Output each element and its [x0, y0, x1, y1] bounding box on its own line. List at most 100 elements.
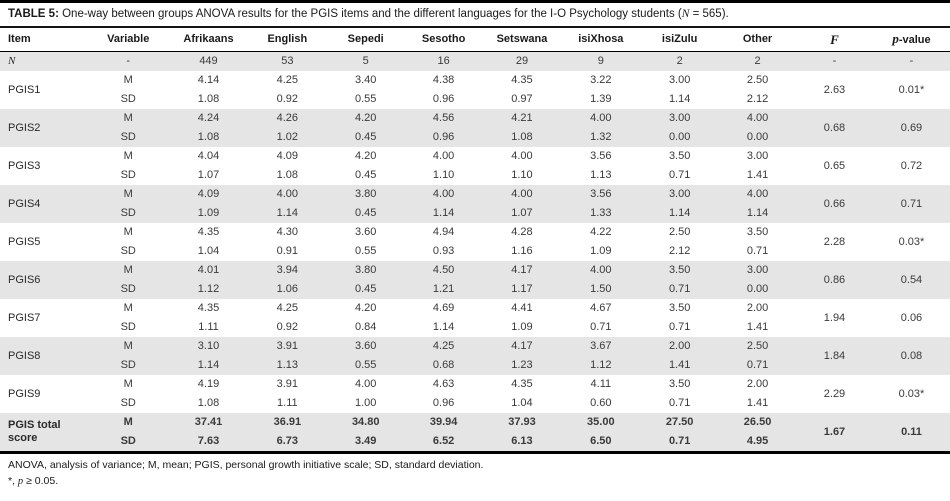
- mean-cell: 3.00: [640, 109, 720, 128]
- sd-cell: 0.97: [511, 93, 533, 105]
- item-row-m: PGIS5 M 4.35 4.30 3.60 4.94 4.28 4.22 2.50 3.50 2.…: [0, 223, 950, 248]
- sd-cell: 1.11: [277, 397, 298, 409]
- mean-cell: 4.00: [355, 378, 377, 390]
- sd-cell: 4.95: [719, 432, 797, 453]
- sd-cell: 0.96: [432, 93, 455, 105]
- item-row-sd: SD 1.08 1.02 0.45 0.96 1.08 1.32 0.00 0.00: [0, 128, 950, 147]
- mean-cell: 4.56: [404, 109, 483, 128]
- p-value-cell: 0.11: [872, 413, 950, 453]
- item-label: N: [0, 51, 88, 71]
- mean-cell: 4.35: [197, 302, 220, 314]
- mean-cell: 3.80: [326, 261, 405, 280]
- sd-cell: 1.23: [482, 356, 562, 375]
- sd-cell: 1.08: [197, 93, 220, 105]
- f-value-cell: 0.66: [796, 185, 873, 223]
- sd-cell: 0.00: [719, 128, 797, 147]
- sd-cell: 1.14: [719, 204, 797, 223]
- sd-cell: 1.08: [197, 397, 220, 409]
- sd-cell: 1.11: [198, 321, 219, 333]
- sd-cell: 1.12: [561, 356, 641, 375]
- sd-cell: 1.06: [247, 280, 327, 299]
- sd-cell: 0.71: [719, 356, 797, 375]
- footnote-p-symbol: p: [17, 476, 24, 487]
- item-row-sd: SD 1.14 1.13 0.55 0.68 1.23 1.12 1.41 0.71: [0, 356, 950, 375]
- sd-cell: 1.07: [197, 169, 220, 181]
- table-title-text-end: = 565).: [689, 8, 729, 20]
- sd-cell: 1.32: [561, 128, 641, 147]
- sd-cell: 1.10: [511, 169, 533, 181]
- item-row-m: PGIS9 M 4.19 3.91 4.00 4.63 4.35 4.11 3.50 2.00 2.…: [0, 375, 950, 400]
- f-value-cell: 0.68: [796, 109, 873, 147]
- sd-cell: 0.71: [590, 321, 612, 333]
- anova-table-container: TABLE 5: One-way between groups ANOVA re…: [0, 0, 950, 487]
- n-value-cell: 2: [640, 51, 720, 71]
- mean-cell: 4.00: [561, 109, 641, 128]
- col-header-isizulu: isiZulu: [640, 28, 720, 52]
- col-header-sesotho: Sesotho: [404, 28, 483, 52]
- mean-cell: 3.50: [668, 150, 691, 162]
- sd-cell: 0.71: [746, 245, 769, 257]
- sd-cell: 0.00: [640, 128, 720, 147]
- mean-cell: 3.80: [326, 185, 405, 204]
- n-value-cell: 9: [561, 51, 641, 71]
- sd-cell: 0.45: [326, 204, 405, 223]
- mean-cell: 34.80: [326, 413, 405, 432]
- sd-cell: 0.55: [326, 356, 405, 375]
- variable-cell: M: [87, 185, 170, 204]
- mean-cell: 2.00: [746, 302, 769, 314]
- sd-cell: 1.14: [640, 204, 720, 223]
- footnote-asterisk: *,: [8, 475, 18, 487]
- mean-cell: 4.25: [404, 337, 483, 356]
- sd-cell: 0.96: [432, 397, 455, 409]
- mean-cell: 4.22: [590, 226, 612, 238]
- item-label: PGIS2: [0, 109, 88, 147]
- sd-cell: 1.14: [247, 204, 327, 223]
- footnote-abbreviations: ANOVA, analysis of variance; M, mean; PG…: [8, 459, 484, 471]
- sd-cell: 1.04: [511, 397, 533, 409]
- mean-cell: 3.00: [640, 185, 720, 204]
- sd-cell: 1.04: [197, 245, 220, 257]
- item-label: PGIS1: [8, 83, 41, 96]
- header-row: Item Variable Afrikaans English Sepedi Sesoth…: [0, 28, 950, 52]
- item-label: PGIS6: [0, 261, 88, 299]
- mean-cell: 2.50: [719, 337, 797, 356]
- sd-cell: 1.02: [247, 128, 327, 147]
- item-row-sd: SD 1.04 0.91 0.55 0.93 1.16 1.09 2.12 0.71: [0, 242, 950, 261]
- mean-cell: 4.09: [276, 150, 299, 162]
- col-header-setswana: Setswana: [482, 28, 562, 52]
- mean-cell: 4.63: [432, 378, 455, 390]
- col-header-sepedi: Sepedi: [326, 28, 405, 52]
- mean-cell: 3.22: [590, 74, 612, 86]
- item-label: PGIS5: [8, 235, 41, 248]
- mean-cell: 4.25: [276, 302, 299, 314]
- sd-cell: 1.08: [482, 128, 562, 147]
- sd-cell: 1.09: [590, 245, 612, 257]
- f-value-cell: 2.28: [823, 235, 846, 248]
- mean-cell: 3.94: [247, 261, 327, 280]
- f-value-cell: 2.63: [823, 83, 846, 96]
- p-value-cell: 0.72: [900, 159, 923, 172]
- variable-cell: SD: [120, 245, 136, 257]
- sd-cell: 0.71: [640, 432, 720, 453]
- mean-cell: 3.50: [746, 226, 769, 238]
- mean-cell: 3.60: [326, 337, 405, 356]
- mean-cell: 39.94: [404, 413, 483, 432]
- f-value-cell: 2.29: [823, 387, 846, 400]
- col-header-other: Other: [719, 28, 797, 52]
- col-header-p-value: p-value: [872, 28, 950, 52]
- mean-cell: 4.11: [590, 378, 612, 390]
- variable-cell: SD: [87, 280, 170, 299]
- item-label: PGIS3: [8, 159, 41, 172]
- col-header-english: English: [247, 28, 327, 52]
- f-value-cell: 1.94: [823, 311, 846, 324]
- item-row-m: PGIS total score M 37.41 36.91 34.80 39.94 37.…: [0, 413, 950, 453]
- mean-cell: 2.50: [668, 226, 691, 238]
- sd-cell: 0.55: [355, 93, 377, 105]
- mean-cell: 4.00: [511, 150, 533, 162]
- sd-cell: 1.10: [432, 169, 455, 181]
- variable-cell: M: [123, 226, 133, 238]
- f-value-cell: -: [796, 51, 873, 71]
- variable-cell: SD: [87, 356, 170, 375]
- p-value-cell: 0.71: [872, 185, 950, 223]
- p-value-cell: 0.69: [872, 109, 950, 147]
